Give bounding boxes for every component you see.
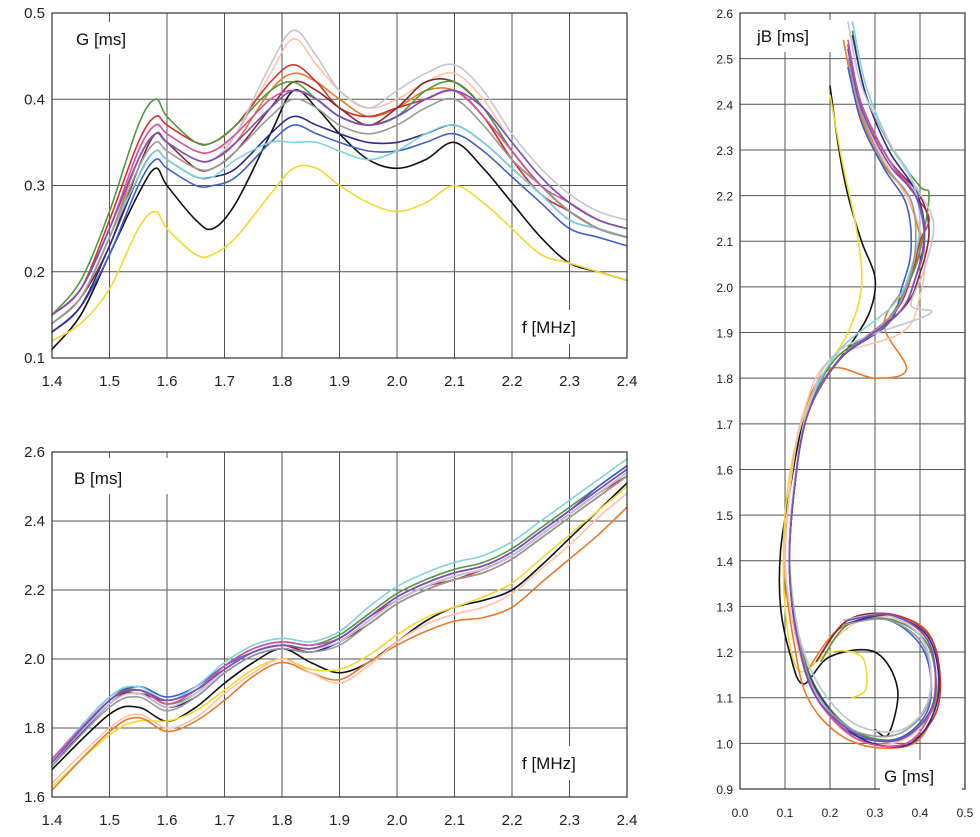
series-line	[784, 57, 936, 746]
ylabel-box-b	[64, 458, 168, 494]
series-line	[51, 97, 628, 325]
x-tick-label: 0.0	[732, 806, 749, 820]
grid-b	[51, 451, 628, 798]
y-tick-label: 0.5	[24, 5, 45, 22]
ylabel-g: G [ms]	[76, 30, 126, 49]
xlabel-b: f [MHz]	[522, 754, 576, 773]
y-tick-label: 1.2	[716, 646, 733, 660]
series-line	[51, 124, 628, 325]
y-tick-label: 1.6	[716, 463, 733, 477]
y-tick-label: 2.3	[716, 144, 733, 158]
ticks-g: 1.4 1.5 1.6 1.7 1.8 1.9 2.0 2.1 2.2 2.3 2.4 0.1 0.2 0…	[24, 5, 637, 390]
y-tick-label: 0.2	[24, 264, 45, 281]
series-line	[788, 48, 937, 743]
y-tick-label: 1.9	[716, 327, 733, 341]
panel-b-vs-f: 1.4 1.5 1.6 1.7 1.8 1.9 2.0 2.1 2.2 2.3 2.4 1.6 1.8 2…	[24, 444, 637, 829]
ticks-bg: 0.0 0.1 0.2 0.3 0.4 0.5 0.9 1.0 1.1 1.2 1.3 1.4 1.5 1…	[716, 7, 973, 820]
x-tick-label: 1.6	[157, 812, 178, 829]
series-line	[51, 492, 628, 784]
y-tick-label: 2.2	[24, 582, 45, 599]
xlabel-g: f [MHz]	[522, 318, 576, 337]
y-tick-label: 1.7	[716, 418, 733, 432]
y-tick-label: 1.8	[716, 372, 733, 386]
series-line	[51, 475, 628, 767]
panel-b-vs-g: 0.0 0.1 0.2 0.3 0.4 0.5 0.9 1.0 1.1 1.2 1.3 1.4 1.5 1…	[716, 7, 973, 820]
x-tick-label: 2.3	[559, 812, 580, 829]
curves-b	[51, 458, 628, 791]
x-tick-label: 1.4	[42, 373, 63, 390]
x-tick-label: 1.7	[214, 373, 235, 390]
y-tick-label: 2.4	[716, 98, 733, 112]
y-tick-label: 1.0	[716, 737, 733, 751]
plot-frame-bg	[739, 12, 966, 790]
y-tick-label: 2.0	[716, 281, 733, 295]
y-tick-label: 0.3	[24, 178, 45, 195]
y-tick-label: 2.2	[716, 190, 733, 204]
xlabel-box-b	[513, 746, 613, 780]
y-tick-label: 0.1	[24, 350, 45, 367]
x-tick-label: 0.1	[777, 806, 794, 820]
y-tick-label: 2.6	[24, 444, 45, 461]
x-tick-label: 2.2	[502, 373, 523, 390]
ylabel-bg: jB [ms]	[756, 27, 809, 46]
x-tick-label: 2.1	[444, 373, 465, 390]
x-tick-label: 2.2	[502, 812, 523, 829]
series-line	[782, 94, 868, 699]
y-tick-label: 1.6	[24, 789, 45, 806]
x-tick-label: 2.3	[559, 373, 580, 390]
series-line	[51, 89, 628, 316]
xlabel-box-bg	[880, 760, 962, 790]
y-tick-label: 1.5	[716, 509, 733, 523]
x-tick-label: 2.0	[387, 373, 408, 390]
series-line	[51, 64, 628, 316]
series-line	[784, 39, 940, 750]
y-tick-label: 1.4	[716, 555, 733, 569]
x-tick-label: 1.5	[99, 373, 120, 390]
plot-frame-g	[51, 12, 628, 359]
y-tick-label: 0.9	[716, 783, 733, 797]
series-line	[51, 124, 628, 333]
xlabel-bg: G [ms]	[884, 767, 934, 786]
x-tick-label: 1.6	[157, 373, 178, 390]
series-line	[51, 506, 628, 791]
y-tick-label: 2.0	[24, 651, 45, 668]
ylabel-box-g	[66, 22, 162, 54]
ylabel-b: B [ms]	[74, 469, 122, 488]
ticks-b: 1.4 1.5 1.6 1.7 1.8 1.9 2.0 2.1 2.2 2.3 2.4 1.6 1.8 2…	[24, 444, 637, 829]
xlabel-box-g	[513, 310, 613, 344]
x-tick-label: 1.4	[42, 812, 63, 829]
curves-bg	[778, 21, 942, 750]
x-tick-label: 0.3	[867, 806, 884, 820]
y-tick-label: 1.3	[716, 600, 733, 614]
series-line	[51, 164, 628, 342]
x-tick-label: 1.9	[329, 812, 350, 829]
x-tick-label: 1.8	[272, 812, 293, 829]
x-tick-label: 2.4	[617, 812, 638, 829]
x-tick-label: 1.9	[329, 373, 350, 390]
x-tick-label: 0.5	[957, 806, 974, 820]
panel-g-vs-f: 1.4 1.5 1.6 1.7 1.8 1.9 2.0 2.1 2.2 2.3 2.4 0.1 0.2 0…	[24, 5, 637, 390]
x-tick-label: 1.7	[214, 812, 235, 829]
y-tick-label: 2.6	[716, 7, 733, 21]
x-tick-label: 1.5	[99, 812, 120, 829]
x-tick-label: 2.4	[617, 373, 638, 390]
x-tick-label: 2.0	[387, 812, 408, 829]
curves-g	[51, 29, 628, 351]
y-tick-label: 1.8	[24, 720, 45, 737]
plot-frame-b	[51, 451, 628, 798]
x-tick-label: 2.1	[444, 812, 465, 829]
y-tick-label: 0.4	[24, 91, 45, 108]
y-tick-label: 2.1	[716, 235, 733, 249]
y-tick-label: 2.5	[716, 53, 733, 67]
series-line	[51, 468, 628, 764]
x-tick-label: 0.2	[822, 806, 839, 820]
x-tick-label: 0.4	[912, 806, 929, 820]
series-line	[51, 485, 628, 788]
series-line	[51, 471, 628, 764]
y-tick-label: 1.1	[716, 692, 733, 706]
y-tick-label: 2.4	[24, 513, 45, 530]
ylabel-box-bg	[750, 20, 840, 52]
x-tick-label: 1.8	[272, 373, 293, 390]
